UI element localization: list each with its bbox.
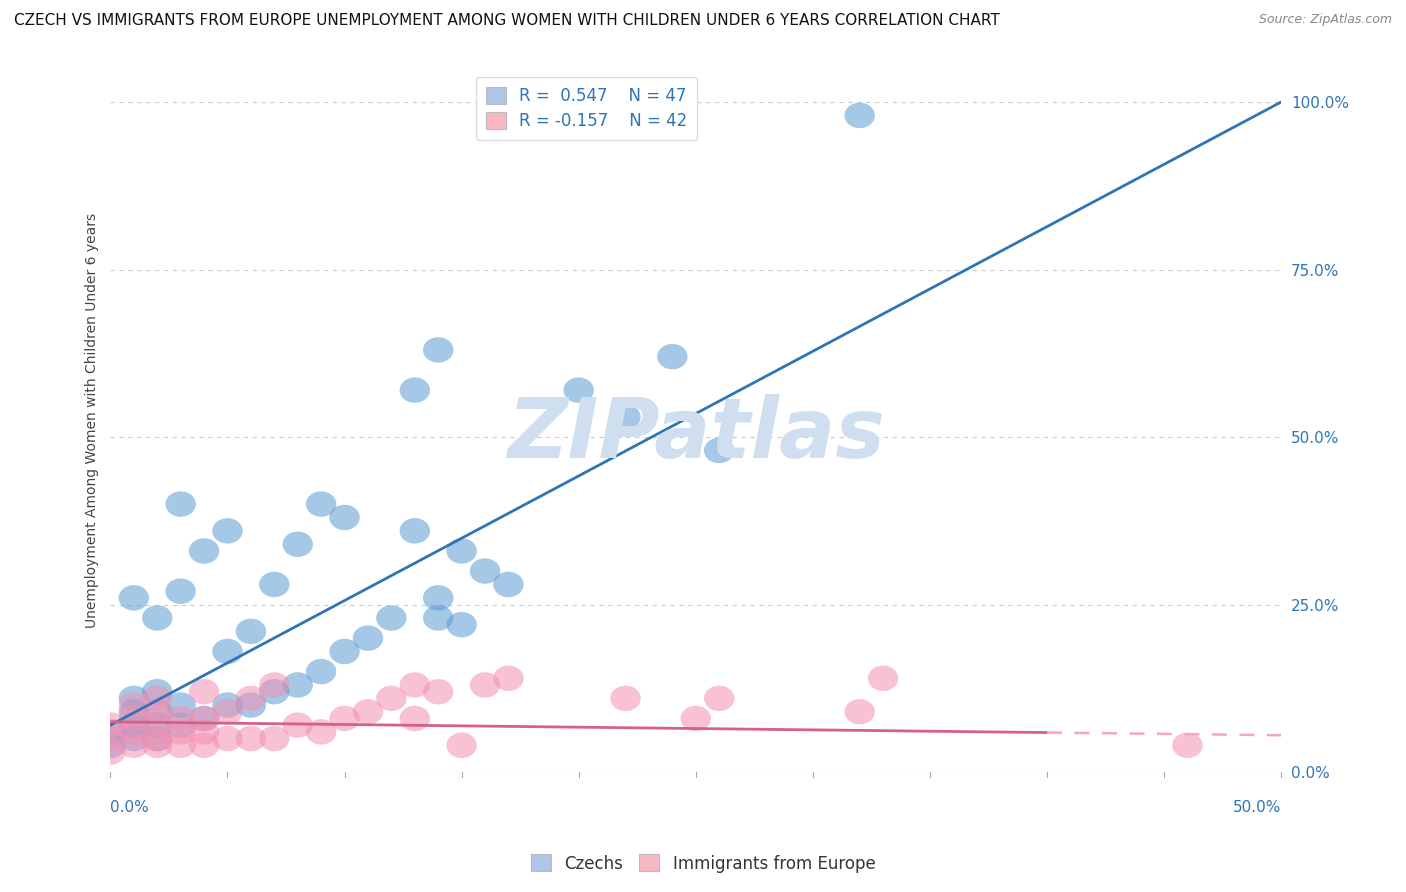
Ellipse shape <box>166 732 195 758</box>
Ellipse shape <box>212 699 243 724</box>
Ellipse shape <box>494 572 523 598</box>
Ellipse shape <box>283 532 314 557</box>
Ellipse shape <box>564 377 593 403</box>
Y-axis label: Unemployment Among Women with Children Under 6 years: Unemployment Among Women with Children U… <box>86 212 100 628</box>
Ellipse shape <box>423 585 453 611</box>
Ellipse shape <box>494 665 523 691</box>
Ellipse shape <box>307 659 336 684</box>
Ellipse shape <box>236 692 266 718</box>
Ellipse shape <box>446 732 477 758</box>
Ellipse shape <box>399 706 430 731</box>
Ellipse shape <box>188 538 219 564</box>
Text: Source: ZipAtlas.com: Source: ZipAtlas.com <box>1258 13 1392 27</box>
Ellipse shape <box>166 578 195 604</box>
Ellipse shape <box>118 686 149 711</box>
Ellipse shape <box>212 692 243 718</box>
Ellipse shape <box>423 337 453 363</box>
Ellipse shape <box>166 692 195 718</box>
Ellipse shape <box>212 639 243 665</box>
Ellipse shape <box>236 726 266 751</box>
Ellipse shape <box>399 518 430 543</box>
Ellipse shape <box>446 538 477 564</box>
Ellipse shape <box>307 491 336 516</box>
Ellipse shape <box>283 713 314 738</box>
Ellipse shape <box>118 726 149 751</box>
Ellipse shape <box>166 491 195 516</box>
Ellipse shape <box>142 686 173 711</box>
Ellipse shape <box>118 692 149 718</box>
Ellipse shape <box>188 732 219 758</box>
Ellipse shape <box>118 706 149 731</box>
Ellipse shape <box>142 699 173 724</box>
Ellipse shape <box>259 673 290 698</box>
Ellipse shape <box>142 713 173 738</box>
Ellipse shape <box>610 404 641 430</box>
Ellipse shape <box>329 639 360 665</box>
Legend: Czechs, Immigrants from Europe: Czechs, Immigrants from Europe <box>524 847 882 880</box>
Text: CZECH VS IMMIGRANTS FROM EUROPE UNEMPLOYMENT AMONG WOMEN WITH CHILDREN UNDER 6 Y: CZECH VS IMMIGRANTS FROM EUROPE UNEMPLOY… <box>14 13 1000 29</box>
Text: 0.0%: 0.0% <box>111 800 149 815</box>
Ellipse shape <box>96 732 125 758</box>
Ellipse shape <box>188 706 219 731</box>
Ellipse shape <box>166 719 195 745</box>
Ellipse shape <box>236 686 266 711</box>
Ellipse shape <box>307 719 336 745</box>
Ellipse shape <box>212 518 243 543</box>
Ellipse shape <box>470 558 501 583</box>
Ellipse shape <box>470 673 501 698</box>
Legend: R =  0.547    N = 47, R = -0.157    N = 42: R = 0.547 N = 47, R = -0.157 N = 42 <box>475 77 697 140</box>
Ellipse shape <box>377 606 406 631</box>
Ellipse shape <box>212 726 243 751</box>
Ellipse shape <box>423 606 453 631</box>
Ellipse shape <box>704 438 734 463</box>
Ellipse shape <box>142 726 173 751</box>
Ellipse shape <box>399 377 430 403</box>
Ellipse shape <box>259 572 290 598</box>
Ellipse shape <box>259 726 290 751</box>
Ellipse shape <box>142 713 173 738</box>
Ellipse shape <box>329 505 360 530</box>
Ellipse shape <box>96 713 125 738</box>
Text: 50.0%: 50.0% <box>1233 800 1281 815</box>
Ellipse shape <box>142 606 173 631</box>
Ellipse shape <box>610 686 641 711</box>
Ellipse shape <box>96 719 125 745</box>
Ellipse shape <box>188 679 219 705</box>
Ellipse shape <box>845 699 875 724</box>
Ellipse shape <box>142 726 173 751</box>
Ellipse shape <box>236 619 266 644</box>
Ellipse shape <box>423 679 453 705</box>
Ellipse shape <box>96 726 125 751</box>
Ellipse shape <box>142 732 173 758</box>
Ellipse shape <box>399 673 430 698</box>
Ellipse shape <box>259 679 290 705</box>
Ellipse shape <box>118 699 149 724</box>
Ellipse shape <box>142 699 173 724</box>
Ellipse shape <box>1173 732 1202 758</box>
Ellipse shape <box>377 686 406 711</box>
Text: ZIPatlas: ZIPatlas <box>506 394 884 475</box>
Ellipse shape <box>353 699 384 724</box>
Ellipse shape <box>118 719 149 745</box>
Ellipse shape <box>118 713 149 738</box>
Ellipse shape <box>353 625 384 651</box>
Ellipse shape <box>118 732 149 758</box>
Ellipse shape <box>142 679 173 705</box>
Ellipse shape <box>657 344 688 369</box>
Ellipse shape <box>845 103 875 128</box>
Ellipse shape <box>868 665 898 691</box>
Ellipse shape <box>188 706 219 731</box>
Ellipse shape <box>118 585 149 611</box>
Ellipse shape <box>166 706 195 731</box>
Ellipse shape <box>188 719 219 745</box>
Ellipse shape <box>166 713 195 738</box>
Ellipse shape <box>446 612 477 638</box>
Ellipse shape <box>96 739 125 764</box>
Ellipse shape <box>681 706 711 731</box>
Ellipse shape <box>283 673 314 698</box>
Ellipse shape <box>704 686 734 711</box>
Ellipse shape <box>329 706 360 731</box>
